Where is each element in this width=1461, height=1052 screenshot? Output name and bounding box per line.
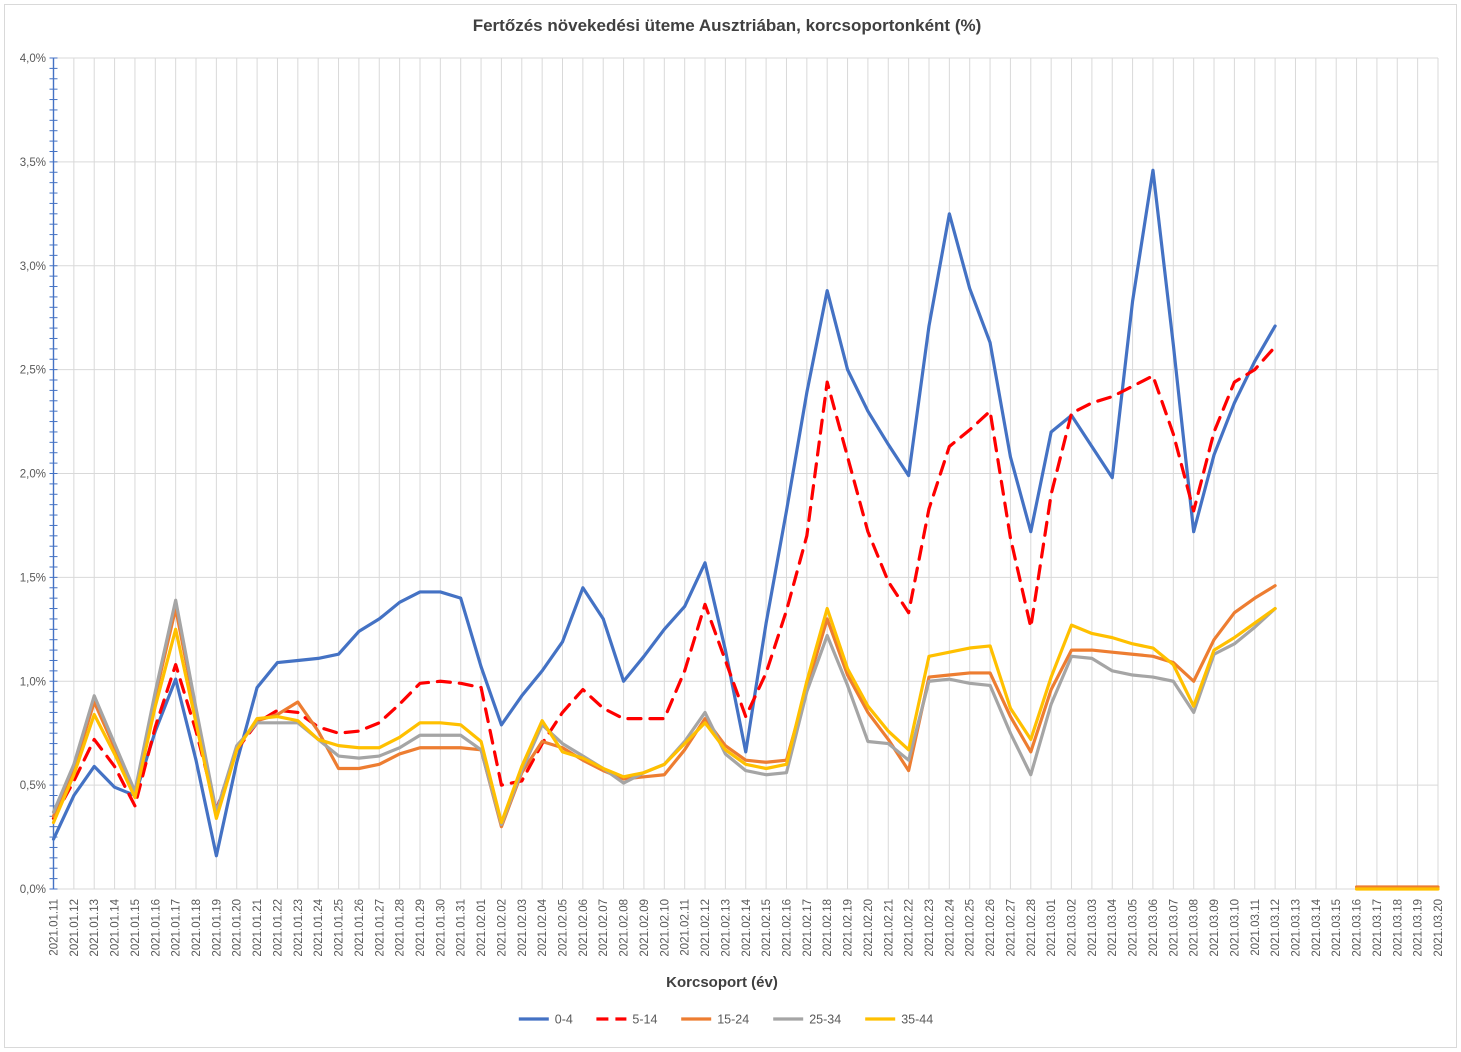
x-tick-label: 2021.02.22 xyxy=(904,899,916,957)
x-tick-label: 2021.03.18 xyxy=(1392,899,1404,957)
x-tick-label: 2021.02.13 xyxy=(720,899,732,957)
x-tick-label: 2021.01.15 xyxy=(130,899,142,957)
x-tick-label: 2021.03.01 xyxy=(1046,899,1058,957)
x-tick-label: 2021.03.05 xyxy=(1128,899,1140,957)
y-tick-label: 3,5% xyxy=(20,157,46,169)
x-tick-label: 2021.03.09 xyxy=(1209,899,1221,957)
legend-label: 5-14 xyxy=(632,1013,657,1027)
x-tick-label: 2021.01.17 xyxy=(171,899,183,957)
x-tick-label: 2021.02.12 xyxy=(700,899,712,957)
x-tick-label: 2021.01.28 xyxy=(395,899,407,957)
y-tick-label: 4,0% xyxy=(20,53,46,65)
x-tick-labels: 2021.01.11 2021.01.12 2021.01.13 2021.01.14… xyxy=(49,898,1446,956)
x-tick-label: 2021.03.11 xyxy=(1250,899,1262,956)
x-tick-label: 2021.02.26 xyxy=(985,899,997,957)
x-tick-label: 2021.02.04 xyxy=(537,898,549,956)
y-tick-label: 0,0% xyxy=(20,884,46,896)
x-tick-label: 2021.02.25 xyxy=(965,899,977,957)
x-tick-label: 2021.03.04 xyxy=(1107,898,1119,956)
y-tick-labels: 0,0% 0,5% 1,0% 1,5% 2,0% 2,5% 3,0% 3,5% 4,0% xyxy=(20,53,46,896)
x-tick-label: 2021.01.24 xyxy=(313,898,325,956)
x-tick-label: 2021.01.20 xyxy=(232,899,244,957)
x-tick-label: 2021.03.14 xyxy=(1311,898,1323,956)
x-tick-label: 2021.02.20 xyxy=(863,899,875,957)
x-tick-label: 2021.02.24 xyxy=(944,898,956,956)
x-tick-label: 2021.01.21 xyxy=(252,899,264,957)
x-tick-label: 2021.02.17 xyxy=(802,899,814,957)
legend-label: 25-34 xyxy=(809,1013,841,1027)
x-tick-label: 2021.01.16 xyxy=(150,899,162,957)
x-tick-label: 2021.02.01 xyxy=(476,899,488,957)
x-tick-label: 2021.03.19 xyxy=(1413,899,1425,957)
x-tick-label: 2021.02.27 xyxy=(1005,899,1017,957)
x-tick-label: 2021.03.07 xyxy=(1168,899,1180,957)
y-tick-label: 2,5% xyxy=(20,365,46,377)
x-tick-label: 2021.03.16 xyxy=(1352,899,1364,957)
x-tick-label: 2021.03.08 xyxy=(1189,899,1201,957)
y-tick-label: 1,0% xyxy=(20,676,46,688)
x-tick-label: 2021.01.11 xyxy=(49,899,61,956)
x-tick-label: 2021.02.09 xyxy=(639,899,651,957)
x-tick-label: 2021.02.28 xyxy=(1026,899,1038,957)
x-tick-label: 2021.01.29 xyxy=(415,899,427,957)
x-tick-label: 2021.02.05 xyxy=(558,899,570,957)
x-tick-label: 2021.02.14 xyxy=(741,898,753,956)
x-tick-label: 2021.02.21 xyxy=(883,899,895,957)
x-tick-label: 2021.02.19 xyxy=(843,899,855,957)
y-tick-label: 2,0% xyxy=(20,469,46,481)
x-tick-label: 2021.03.10 xyxy=(1229,899,1241,957)
y-axis xyxy=(49,57,58,890)
x-tick-label: 2021.02.18 xyxy=(822,899,834,957)
x-tick-label: 2021.02.23 xyxy=(924,899,936,957)
x-tick-label: 2021.02.15 xyxy=(761,899,773,957)
x-tick-label: 2021.03.20 xyxy=(1433,899,1445,957)
x-tick-label: 2021.01.25 xyxy=(334,899,346,957)
legend-label: 35-44 xyxy=(901,1013,933,1027)
x-tick-label: 2021.01.31 xyxy=(456,899,468,957)
legend: 0-4 5-14 15-24 25-34 35-44 xyxy=(518,1013,933,1027)
chart-title: Fertőzés növekedési üteme Ausztriában, k… xyxy=(473,16,982,35)
x-tick-label: 2021.03.13 xyxy=(1290,899,1302,957)
x-tick-label: 2021.02.03 xyxy=(517,899,529,957)
series-lines xyxy=(51,168,1440,891)
x-tick-label: 2021.01.27 xyxy=(374,899,386,957)
x-tick-label: 2021.03.12 xyxy=(1270,899,1282,957)
x-axis-title: Korcsoport (év) xyxy=(666,974,778,991)
x-tick-label: 2021.01.12 xyxy=(69,899,81,957)
y-tick-label: 1,5% xyxy=(20,572,46,584)
x-tick-label: 2021.03.06 xyxy=(1148,899,1160,957)
series-line-35-44 xyxy=(51,606,1277,825)
legend-label: 0-4 xyxy=(555,1013,573,1027)
x-tick-label: 2021.02.16 xyxy=(781,899,793,957)
y-tick-label: 3,0% xyxy=(20,261,46,273)
x-tick-label: 2021.01.13 xyxy=(89,899,101,957)
horizontal-gridlines xyxy=(53,57,1438,890)
x-tick-label: 2021.01.18 xyxy=(191,899,203,957)
x-tick-label: 2021.03.02 xyxy=(1067,899,1079,957)
x-tick-label: 2021.01.22 xyxy=(272,899,284,957)
x-tick-label: 2021.01.26 xyxy=(354,899,366,957)
x-tick-label: 2021.03.17 xyxy=(1372,899,1384,957)
x-tick-label: 2021.02.07 xyxy=(598,899,610,957)
x-tick-label: 2021.02.10 xyxy=(659,899,671,957)
x-tick-label: 2021.02.02 xyxy=(496,899,508,957)
y-tick-label: 0,5% xyxy=(20,780,46,792)
x-tick-label: 2021.01.19 xyxy=(211,899,223,957)
x-tick-label: 2021.01.23 xyxy=(293,899,305,957)
x-tick-label: 2021.01.30 xyxy=(435,899,447,957)
x-tick-label: 2021.01.14 xyxy=(110,898,122,956)
x-tick-label: 2021.03.15 xyxy=(1331,899,1343,957)
x-tick-label: 2021.02.11 xyxy=(680,899,692,956)
legend-label: 15-24 xyxy=(717,1013,749,1027)
x-tick-label: 2021.03.03 xyxy=(1087,899,1099,957)
x-tick-label: 2021.02.08 xyxy=(619,899,631,957)
x-tick-label: 2021.02.06 xyxy=(578,899,590,957)
